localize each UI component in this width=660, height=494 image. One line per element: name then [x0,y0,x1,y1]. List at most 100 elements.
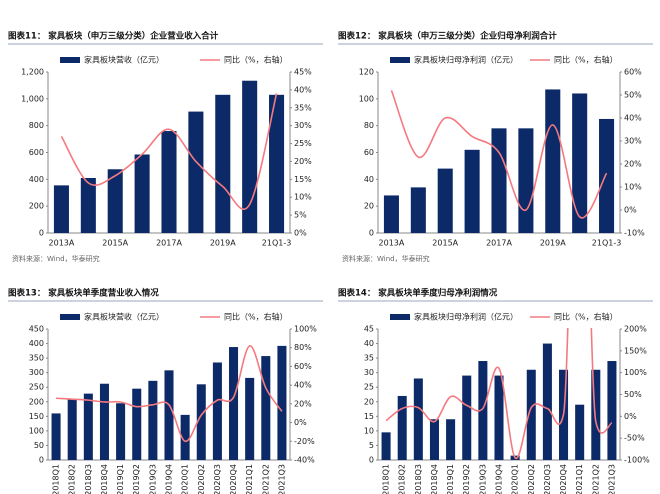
y2-tick-label: 60% [624,68,642,77]
bar [572,93,588,233]
bar [212,362,222,460]
y-tick-label: 1,000 [21,94,44,103]
y-tick-label: 20 [364,397,374,406]
bar [478,361,488,460]
bar [161,131,177,233]
legend-label: 同比（%，右轴） [224,55,288,65]
line [390,90,608,219]
y-tick-label: 0 [369,229,374,238]
y-tick-label: 800 [29,121,44,130]
y2-tick-label: 0% [294,229,307,238]
y2-tick-label: 80% [294,343,312,352]
x-tick-label: 2019Q1 [446,464,455,494]
y-tick-label: 600 [29,148,44,157]
y-tick-label: 25 [364,383,374,392]
bar [410,187,426,233]
y2-tick-label: 35% [294,103,312,112]
source: 资料来源：Wind，华泰研究 [342,254,430,263]
y-tick-label: 10 [364,426,374,435]
line [385,328,613,459]
y-tick-label: 100 [29,426,44,435]
y2-tick-label: -20% [294,437,315,446]
y2-tick-label: 100% [624,368,647,377]
x-tick-label: 2020Q1 [511,464,520,494]
x-tick-label: 2018Q4 [430,464,439,494]
bar [429,419,439,460]
bar [383,195,399,233]
bar [80,177,96,233]
x-tick-label: 2018Q1 [382,464,391,494]
legend-swatch [390,57,410,63]
bar [148,380,158,460]
bar [107,169,123,233]
x-tick-label: 2020Q3 [543,464,552,494]
bar [134,154,150,233]
y2-tick-label: 25% [294,139,312,148]
bar [261,356,271,460]
y2-tick-label: -100% [624,456,650,465]
x-tick-label: 2021Q1 [575,464,584,494]
y2-tick-label: -50% [624,434,645,443]
bar [245,377,255,460]
y2-tick-label: 100% [294,325,317,334]
bar [51,413,61,460]
bar [545,89,561,233]
y-tick-label: 40 [364,339,374,348]
y-tick-label: 0 [39,456,44,465]
bar [607,361,617,460]
bar [215,94,231,233]
y2-tick-label: 10% [294,193,312,202]
y2-tick-label: 45% [294,68,312,77]
x-tick-label: 21Q1-3 [592,239,622,248]
x-tick-label: 2017A [156,239,182,248]
y-tick-label: 250 [29,383,44,392]
x-tick-label: 21Q1-3 [262,239,292,248]
x-tick-label: 2020Q4 [559,464,568,494]
y-tick-label: 1,200 [21,68,44,77]
y2-tick-label: 15% [294,175,312,184]
y2-tick-label: -40% [294,456,315,465]
bar [437,168,453,233]
y2-tick-label: 0% [624,206,637,215]
source: 资料来源：Wind，华泰研究 [12,254,100,263]
x-tick-label: 2015A [102,239,128,248]
x-tick-label: 2020Q1 [181,464,190,494]
y2-tick-label: 20% [294,399,312,408]
bar [164,370,174,460]
y-tick-label: 100 [359,94,374,103]
legend-swatch [390,314,410,320]
y-tick-label: 200 [29,202,44,211]
bar [269,94,285,233]
legend-label: 同比（%，右轴） [554,312,618,322]
y2-tick-label: 200% [624,325,647,334]
bar [188,111,204,233]
x-tick-label: 2018Q2 [398,464,407,494]
y-tick-label: 50 [34,441,44,450]
chart-title: 图表12： 家具板块（申万三级分类）企业归母净利润合计 [338,31,557,42]
y-tick-label: 450 [29,325,44,334]
y-tick-label: 120 [359,68,374,77]
legend-label: 家具板块归母净利润（亿元） [414,312,518,322]
bar [132,388,142,460]
x-tick-label: 2018Q3 [414,464,423,494]
y-tick-label: 400 [29,339,44,348]
x-tick-label: 2020Q4 [229,464,238,494]
x-tick-label: 2019Q2 [132,464,141,494]
bar [491,128,507,233]
x-tick-label: 2018Q1 [52,464,61,494]
legend-label: 家具板块营收（亿元） [84,55,164,65]
bar [277,345,287,460]
y-tick-label: 20 [364,202,374,211]
legend-label: 家具板块营收（亿元） [84,312,164,322]
y2-tick-label: 40% [294,381,312,390]
y-tick-label: 35 [364,354,374,363]
x-tick-label: 2018Q4 [100,464,109,494]
y2-tick-label: 150% [624,346,647,355]
bar [116,403,126,460]
x-tick-label: 2018Q3 [84,464,93,494]
y2-tick-label: 10% [624,183,642,192]
bar [53,185,69,233]
y-tick-label: 5 [369,441,374,450]
x-tick-label: 2020Q2 [527,464,536,494]
bar [464,149,480,233]
